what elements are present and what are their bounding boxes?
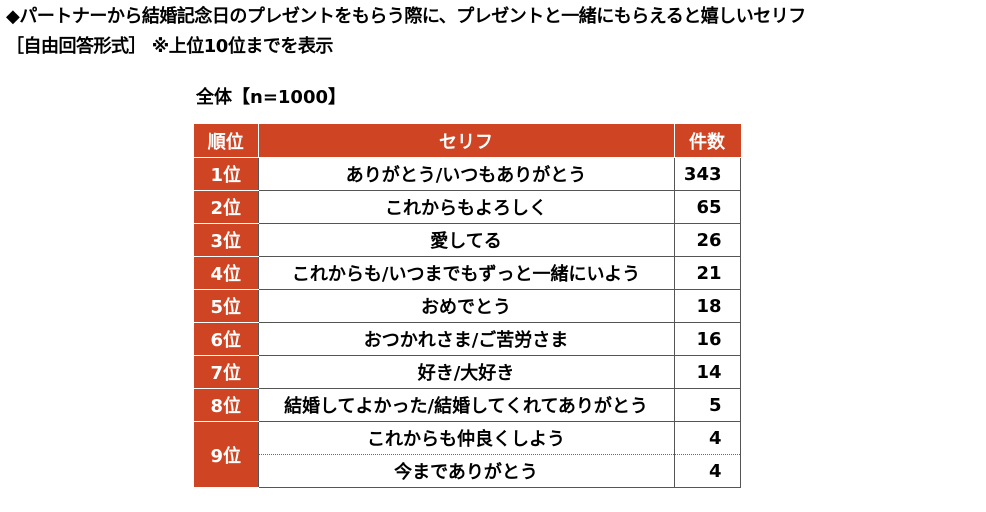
ranking-table: 順位 セリフ 件数 1位 ありがとう/いつもありがとう 343 2位 これからも… — [194, 124, 741, 488]
line-cell: これからも仲良くしよう — [258, 421, 675, 455]
line-cell: 好き/大好き — [258, 355, 675, 389]
line-cell: これからも/いつまでもずっと一緒にいよう — [258, 256, 675, 290]
table-row: 4位 これからも/いつまでもずっと一緒にいよう 21 — [194, 256, 741, 290]
count-cell: 14 — [674, 355, 741, 389]
table-row: 7位 好き/大好き 14 — [194, 355, 741, 389]
count-cell: 16 — [674, 322, 741, 356]
line-cell: 結婚してよかった/結婚してくれてありがとう — [258, 388, 675, 422]
column-header-count: 件数 — [674, 124, 741, 158]
line-cell: ありがとう/いつもありがとう — [258, 157, 675, 191]
line-cell: 今までありがとう — [258, 454, 675, 488]
rank-cell: 5位 — [194, 289, 259, 323]
rank-cell: 2位 — [194, 190, 259, 224]
rank-cell: 7位 — [194, 355, 259, 389]
table-row: 2位 これからもよろしく 65 — [194, 190, 741, 224]
table-row: 1位 ありがとう/いつもありがとう 343 — [194, 157, 741, 191]
line-cell: これからもよろしく — [258, 190, 675, 224]
table-row: 8位 結婚してよかった/結婚してくれてありがとう 5 — [194, 388, 741, 422]
table-row: 5位 おめでとう 18 — [194, 289, 741, 323]
rank-cell: 1位 — [194, 157, 259, 191]
table-row: 3位 愛してる 26 — [194, 223, 741, 257]
rank-cell: 8位 — [194, 388, 259, 422]
page-subtitle: ［自由回答形式］ ※上位10位までを表示 — [6, 36, 333, 57]
count-cell: 4 — [674, 454, 741, 488]
table-header-row: 順位 セリフ 件数 — [194, 124, 741, 158]
count-cell: 4 — [674, 421, 741, 455]
rank-cell: 6位 — [194, 322, 259, 356]
table-row: 6位 おつかれさま/ご苦労さま 16 — [194, 322, 741, 356]
count-cell: 18 — [674, 289, 741, 323]
count-cell: 26 — [674, 223, 741, 257]
table-row: 9位 これからも仲良くしよう 4 — [194, 421, 741, 488]
rank-cell: 3位 — [194, 223, 259, 257]
line-cell: 愛してる — [258, 223, 675, 257]
rank-cell: 4位 — [194, 256, 259, 290]
count-cell: 65 — [674, 190, 741, 224]
page-title: ◆パートナーから結婚記念日のプレゼントをもらう際に、プレゼントと一緒にもらえると… — [6, 6, 806, 27]
sample-size-label: 全体【n=1000】 — [196, 87, 346, 108]
column-header-line: セリフ — [258, 124, 675, 158]
table-row: 今までありがとう 4 — [194, 454, 741, 488]
line-cell: おつかれさま/ご苦労さま — [258, 322, 675, 356]
count-cell: 5 — [674, 388, 741, 422]
line-cell: おめでとう — [258, 289, 675, 323]
count-cell: 21 — [674, 256, 741, 290]
count-cell: 343 — [674, 157, 741, 191]
column-header-rank: 順位 — [194, 124, 259, 158]
rank-cell: 9位 — [194, 421, 259, 488]
